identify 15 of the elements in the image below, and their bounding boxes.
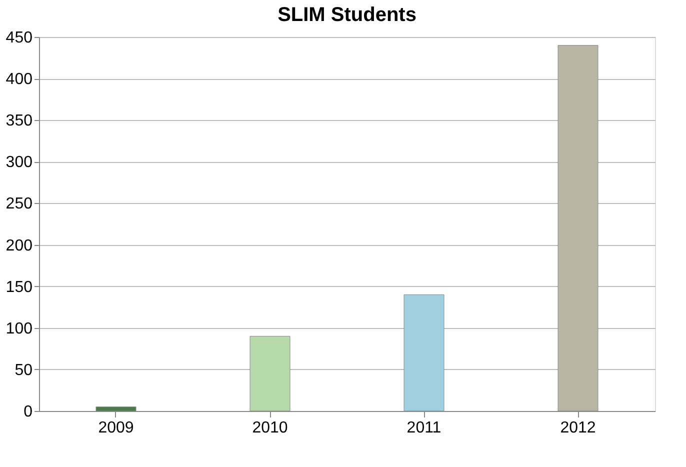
y-tick-label: 150 (6, 278, 33, 296)
x-tick-label: 2009 (98, 420, 134, 436)
y-tick-label: 300 (6, 154, 33, 172)
y-tick-label: 400 (6, 71, 33, 88)
y-tick-label: 200 (6, 237, 33, 254)
y-tick-label: 50 (14, 362, 33, 379)
y-tick-label: 0 (24, 404, 33, 420)
y-tick-label: 350 (6, 112, 33, 130)
x-tick-label: 2011 (406, 420, 442, 436)
x-tick-label: 2010 (252, 420, 288, 436)
y-tick-label: 250 (6, 196, 33, 213)
y-tick-label: 100 (6, 320, 33, 338)
x-tick-label: 2012 (560, 420, 596, 436)
chart-title: SLIM Students (278, 4, 416, 26)
y-tick-label: 450 (6, 30, 33, 46)
